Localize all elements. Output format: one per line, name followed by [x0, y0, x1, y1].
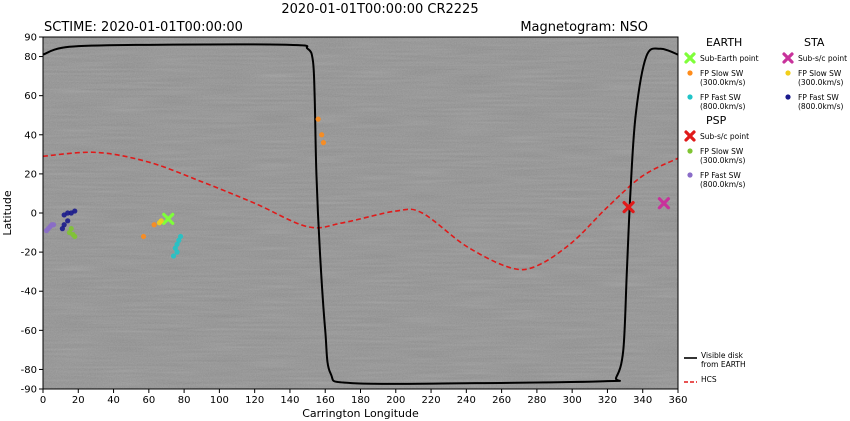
- earth-fp-fast-sw-800-0km-s-point: [174, 241, 180, 247]
- y-tick-label: -90: [21, 385, 37, 396]
- x-tick-label: 0: [40, 395, 46, 406]
- magnetogram-background: [43, 37, 678, 389]
- x-tick-label: 20: [72, 395, 85, 406]
- psp-fp-slow-sw-300-0km-s-point: [72, 233, 78, 240]
- hcs-legend-label: HCS: [701, 375, 717, 384]
- x-tick-label: 280: [527, 395, 546, 406]
- y-tick-label: 80: [24, 52, 37, 63]
- magnetogram-label: Magnetogram: NSO: [520, 20, 648, 35]
- sub-s-c-point-psp-marker: [622, 201, 635, 214]
- y-tick-label: 40: [24, 130, 37, 141]
- sta-fp-fast-sw-800-0km-s-point: [61, 222, 67, 228]
- earth-fp-slow-sw-300-0km-s-point: [315, 116, 321, 122]
- sta-legend-sub-s-c-point-icon: [782, 52, 794, 64]
- y-tick-label: -40: [21, 287, 37, 298]
- y-tick-label: 60: [24, 91, 37, 102]
- x-tick-label: 200: [386, 395, 405, 406]
- y-tick-label: -20: [21, 248, 37, 259]
- psp-legend-item-label: FP Slow SW (300.0km/s): [700, 147, 745, 165]
- x-tick-label: 260: [492, 395, 511, 406]
- earth-fp-fast-sw-800-0km-s-point: [174, 249, 180, 255]
- y-tick-label: -80: [21, 365, 37, 376]
- y-tick-label: 0: [31, 209, 37, 220]
- sta-fp-fast-sw-800-0km-s-point: [65, 218, 71, 224]
- sta-fp-fast-sw-800-0km-s-point: [72, 208, 78, 214]
- y-axis-label: Latitude: [1, 190, 14, 236]
- x-tick-label: 140: [280, 395, 299, 406]
- earth-fp-fast-sw-800-0km-s-point: [177, 233, 184, 240]
- hcs-line: [42, 151, 679, 271]
- x-tick-label: 360: [668, 395, 687, 406]
- x-axis-label: Carrington Longitude: [302, 407, 419, 420]
- sta-legend-dot-icon: [785, 70, 791, 76]
- x-tick-label: 300: [563, 395, 582, 406]
- psp-legend-title: PSP: [706, 114, 727, 127]
- x-tick-label: 240: [457, 395, 476, 406]
- sctime-label: SCTIME: 2020-01-01T00:00:00: [44, 20, 243, 35]
- sub-earth-point-marker: [162, 212, 175, 225]
- earth-fp-fast-sw-800-0km-s-point: [176, 237, 182, 243]
- psp-fp-fast-sw-800-0km-s-point: [50, 222, 57, 228]
- earth-legend-item-label: FP Fast SW (800.0km/s): [700, 93, 745, 111]
- earth-legend-item-label: Sub-Earth point: [700, 54, 759, 63]
- x-tick-label: 100: [210, 395, 229, 406]
- x-tick-label: 220: [422, 395, 441, 406]
- y-tick-label: 90: [24, 33, 37, 44]
- earth-fp-slow-sw-300-0km-s-point: [319, 132, 325, 138]
- earth-legend-sub-earth-point-icon: [684, 52, 696, 64]
- x-tick-label: 40: [107, 395, 120, 406]
- y-tick-label: 20: [24, 169, 37, 180]
- psp-legend-item-label: Sub-s/c point: [700, 132, 749, 141]
- page-title: 2020-01-01T00:00:00 CR2225: [281, 2, 479, 17]
- y-tick-label: -60: [21, 326, 37, 337]
- psp-fp-slow-sw-300-0km-s-point: [68, 226, 74, 232]
- earth-legend-dot-icon: [687, 70, 693, 76]
- x-tick-label: 340: [633, 395, 652, 406]
- sta-fp-slow-sw-300-0km-s-point: [158, 218, 164, 224]
- sub-s-c-point-sta-marker: [657, 197, 670, 210]
- sta-legend-item-label: FP Fast SW (800.0km/s): [798, 93, 843, 111]
- psp-legend-dot-icon: [687, 172, 693, 178]
- x-tick-label: 160: [316, 395, 335, 406]
- earth-fp-fast-sw-800-0km-s-point: [172, 245, 178, 251]
- sta-fp-fast-sw-800-0km-s-point: [59, 226, 66, 232]
- sta-legend-dot-icon: [785, 94, 791, 100]
- visible-disk-from-earth-line: [42, 43, 679, 385]
- sta-legend-item-label: Sub-s/c point: [798, 54, 847, 63]
- visible-disk-legend-label: Visible disk from EARTH: [701, 351, 746, 369]
- earth-legend-dot-icon: [687, 94, 693, 100]
- earth-fp-slow-sw-300-0km-s-point: [320, 140, 327, 146]
- earth-legend-title: EARTH: [706, 36, 742, 49]
- earth-fp-fast-sw-800-0km-s-point: [170, 253, 177, 259]
- sta-legend-item-label: FP Slow SW (300.0km/s): [798, 69, 843, 87]
- psp-legend-item-label: FP Fast SW (800.0km/s): [700, 171, 745, 189]
- x-tick-label: 80: [178, 395, 191, 406]
- psp-legend-sub-s-c-point-icon: [684, 130, 696, 142]
- earth-legend-item-label: FP Slow SW (300.0km/s): [700, 69, 745, 87]
- x-tick-label: 320: [598, 395, 617, 406]
- sta-legend-title: STA: [804, 36, 825, 49]
- earth-fp-slow-sw-300-0km-s-point: [140, 233, 147, 240]
- x-tick-label: 120: [245, 395, 264, 406]
- psp-legend-dot-icon: [687, 148, 693, 154]
- x-tick-label: 60: [142, 395, 155, 406]
- x-tick-label: 180: [351, 395, 370, 406]
- earth-fp-slow-sw-300-0km-s-point: [151, 222, 157, 228]
